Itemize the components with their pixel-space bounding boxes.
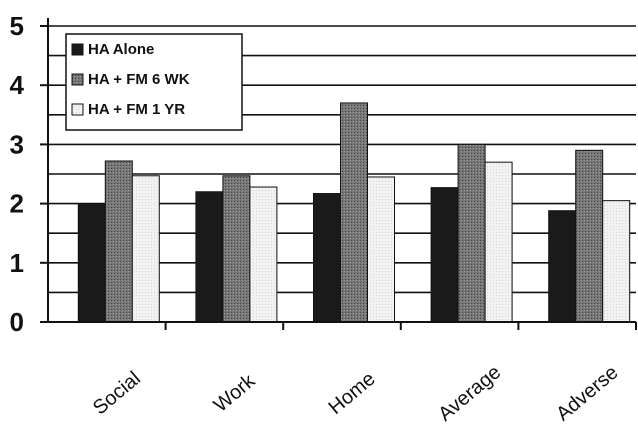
legend: HA Alone HA + FM 6 WK HA + FM 1 YR — [65, 33, 243, 131]
y-tick-label: 2 — [10, 189, 24, 219]
bar — [313, 193, 341, 323]
bar — [548, 210, 577, 323]
bar — [457, 143, 486, 323]
legend-swatch — [71, 73, 84, 86]
category-label: Work — [210, 369, 260, 416]
bar — [602, 200, 631, 323]
bar — [575, 149, 604, 323]
legend-label: HA + FM 6 WK — [88, 71, 190, 88]
bar — [131, 175, 160, 323]
legend-box — [65, 33, 243, 131]
legend-swatch — [71, 103, 84, 116]
bar — [77, 203, 106, 323]
y-tick-label: 3 — [10, 129, 24, 159]
legend-label: HA + FM 1 YR — [88, 101, 185, 118]
bar — [222, 175, 251, 323]
bar — [104, 160, 133, 323]
category-label: Average — [434, 361, 505, 426]
category-label: Home — [325, 368, 380, 419]
bar — [484, 161, 513, 323]
bar — [249, 186, 278, 323]
bar — [195, 191, 224, 323]
category-label: Adverse — [552, 361, 622, 425]
y-tick-label: 0 — [10, 307, 24, 337]
bar — [367, 176, 395, 323]
bars — [77, 102, 631, 323]
bar — [340, 102, 368, 323]
legend-swatch — [71, 43, 84, 56]
y-tick-label: 4 — [10, 70, 25, 100]
y-tick-label: 1 — [10, 248, 24, 278]
y-tick-label: 5 — [10, 11, 24, 41]
axes — [40, 18, 637, 330]
legend-label: HA Alone — [88, 41, 154, 58]
bar — [430, 187, 459, 323]
category-label: Social — [89, 367, 145, 419]
